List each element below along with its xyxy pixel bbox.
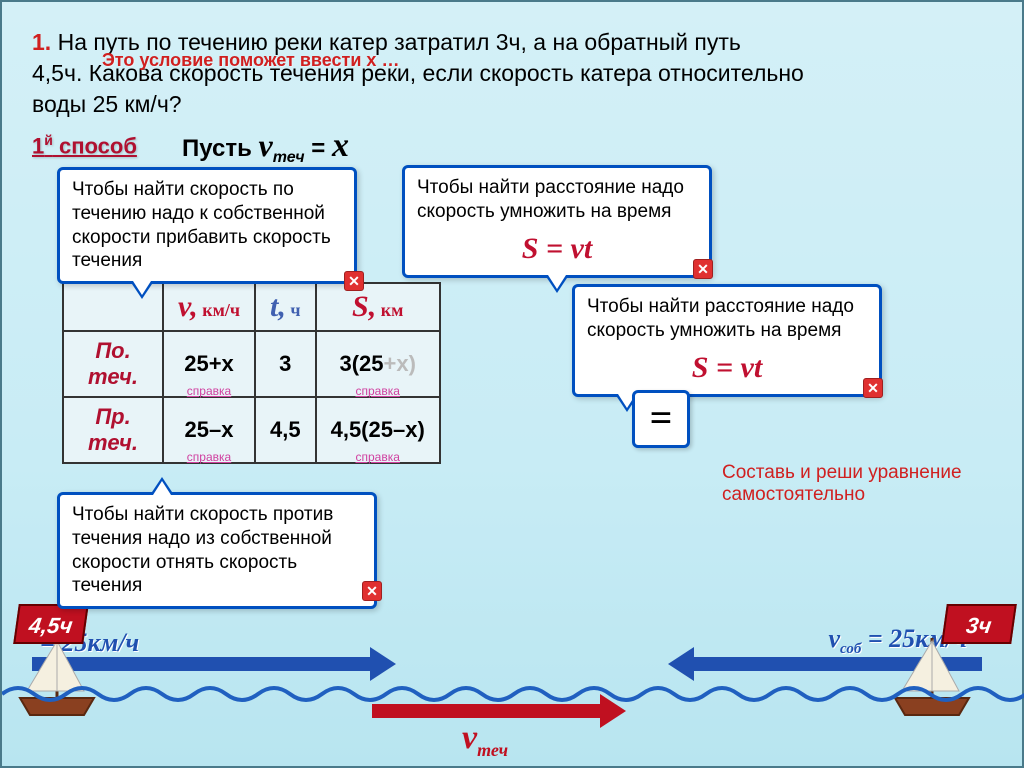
col-header-v: v, км/ч: [163, 283, 255, 331]
formula-svt: S = vt: [417, 230, 697, 268]
speed-time-distance-table: v, км/ч t, ч S, км По. теч. 25+xсправка …: [62, 282, 441, 464]
spravka-link[interactable]: справка: [187, 450, 231, 464]
flag-time-left: 4,5ч: [13, 604, 89, 644]
spravka-link[interactable]: справка: [355, 450, 399, 464]
solve-instruction: Составь и реши уравнение самостоятельно: [722, 462, 972, 506]
callout-distance-1: Чтобы найти расстояние надо скорость умн…: [402, 165, 712, 278]
let-expression: Пусть vтеч = x: [182, 127, 349, 167]
table-row-downstream: По. теч. 25+xсправка 3 3(25+x)справка: [63, 331, 440, 397]
callout-upstream-speed: Чтобы найти скорость против течения надо…: [57, 492, 377, 609]
cell-v-up: 25–xсправка: [163, 397, 255, 463]
cell-v-down: 25+xсправка: [163, 331, 255, 397]
spravka-link[interactable]: справка: [355, 384, 399, 398]
col-header-s: S, км: [316, 283, 440, 331]
close-icon[interactable]: ✕: [362, 581, 382, 601]
col-header-t: t, ч: [255, 283, 316, 331]
callout-downstream-speed: Чтобы найти скорость по течению надо к с…: [57, 167, 357, 284]
row-label-downstream: По. теч.: [63, 331, 163, 397]
arrow-current: [372, 704, 602, 718]
callout-distance-2: Чтобы найти расстояние надо скорость умн…: [572, 284, 882, 397]
cell-s-down: 3(25+x)справка: [316, 331, 440, 397]
hint-text: Это условие поможет ввести х …: [102, 50, 399, 71]
cell-t-up: 4,5: [255, 397, 316, 463]
close-icon[interactable]: ✕: [693, 259, 713, 279]
row-label-upstream: Пр. теч.: [63, 397, 163, 463]
table-row-upstream: Пр. теч. 25–xсправка 4,5 4,5(25–x)справк…: [63, 397, 440, 463]
flag-time-right: 3ч: [941, 604, 1017, 644]
formula-svt: S = vt: [587, 349, 867, 387]
wave-decoration: [2, 682, 1024, 706]
cell-t-down: 3: [255, 331, 316, 397]
method-label: 1й способ: [32, 132, 137, 159]
close-icon[interactable]: ✕: [344, 271, 364, 291]
equals-badge: =: [632, 390, 690, 448]
spravka-link[interactable]: справка: [187, 384, 231, 398]
cell-s-up: 4,5(25–x)справка: [316, 397, 440, 463]
current-speed-label: vтеч: [462, 719, 508, 761]
close-icon[interactable]: ✕: [863, 378, 883, 398]
problem-line3: воды 25 км/ч?: [32, 91, 182, 117]
problem-number: 1.: [32, 29, 51, 55]
